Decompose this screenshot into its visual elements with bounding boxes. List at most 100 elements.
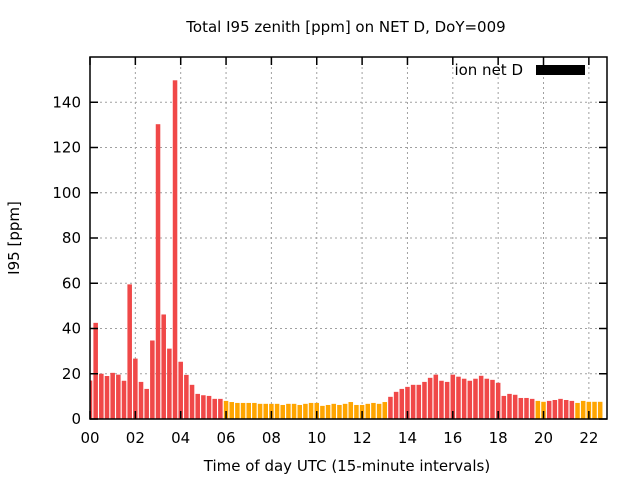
bar	[456, 376, 461, 419]
y-tick-label: 80	[62, 229, 81, 247]
bar	[240, 402, 246, 419]
bar	[586, 401, 592, 419]
legend-label: ion net D	[454, 61, 523, 79]
bar	[104, 376, 110, 419]
bar	[388, 396, 393, 419]
bar	[90, 380, 93, 419]
bar	[563, 399, 569, 419]
x-tick-label: 16	[443, 429, 462, 447]
bar	[348, 402, 354, 419]
bar	[212, 398, 217, 419]
bar	[172, 80, 178, 419]
bar	[478, 375, 484, 419]
bar	[524, 397, 529, 419]
x-tick-label: 06	[217, 429, 236, 447]
x-tick-label: 18	[489, 429, 508, 447]
bar	[99, 373, 104, 419]
y-tick-label: 0	[71, 410, 81, 428]
bar	[433, 374, 439, 419]
bar	[580, 400, 586, 419]
y-tick-label: 20	[62, 365, 81, 383]
bar	[257, 403, 263, 419]
y-tick-label: 40	[62, 320, 81, 338]
bar	[189, 384, 195, 419]
bar	[444, 381, 450, 419]
bar	[116, 374, 121, 419]
bar	[529, 398, 535, 419]
bar	[354, 404, 359, 419]
bar	[416, 384, 422, 419]
bar	[235, 402, 240, 419]
y-tick-label: 140	[52, 93, 81, 111]
bar	[331, 403, 337, 419]
bar	[365, 403, 371, 419]
bar	[495, 382, 501, 419]
bar	[161, 314, 166, 419]
bar	[405, 386, 410, 419]
bar	[144, 388, 149, 419]
bar	[218, 398, 223, 419]
bar	[291, 403, 297, 419]
bar	[280, 404, 286, 419]
bar	[167, 348, 172, 419]
x-tick-label: 08	[262, 429, 281, 447]
bar	[382, 402, 388, 419]
bar	[184, 374, 189, 419]
bar	[439, 380, 444, 419]
bar	[206, 395, 212, 419]
bar	[308, 402, 314, 419]
bar	[263, 403, 269, 419]
y-tick-label: 60	[62, 274, 81, 292]
bar	[552, 399, 558, 419]
bar	[223, 400, 229, 419]
bar	[133, 358, 138, 419]
bar	[110, 372, 115, 419]
bar	[450, 374, 456, 419]
bar	[535, 400, 541, 419]
bar	[422, 381, 427, 419]
bar	[597, 401, 603, 419]
bar	[150, 340, 155, 419]
bar	[195, 393, 200, 419]
bar	[93, 322, 98, 419]
bar	[229, 402, 234, 419]
bar	[473, 378, 478, 419]
chart-title: Total I95 zenith [ppm] on NET D, DoY=009	[185, 18, 505, 36]
x-tick-label: 12	[353, 429, 372, 447]
bar	[518, 397, 524, 419]
bar	[569, 400, 575, 419]
bar	[320, 405, 325, 419]
bar	[246, 402, 251, 419]
bar	[127, 284, 132, 419]
bar	[297, 404, 303, 419]
bar	[461, 378, 467, 419]
bar	[314, 402, 320, 419]
bar	[558, 398, 563, 419]
y-tick-label: 120	[52, 139, 81, 157]
bar	[467, 380, 473, 419]
bar	[252, 402, 257, 419]
bar	[274, 403, 280, 419]
bar	[484, 378, 490, 419]
bar	[507, 393, 512, 419]
x-tick-label: 00	[80, 429, 99, 447]
bar	[410, 384, 416, 419]
legend-swatch	[536, 65, 585, 75]
bar	[490, 379, 495, 419]
bar	[575, 402, 580, 419]
x-tick-label: 14	[398, 429, 417, 447]
bar	[592, 401, 597, 419]
bar	[427, 377, 433, 419]
x-tick-label: 22	[579, 429, 598, 447]
y-axis-label: I95 [ppm]	[5, 201, 23, 275]
bar	[371, 402, 376, 419]
bar	[178, 361, 183, 419]
bar	[325, 404, 331, 419]
bar	[121, 380, 127, 419]
x-tick-label: 10	[307, 429, 326, 447]
y-tick-label: 100	[52, 184, 81, 202]
bar	[399, 388, 405, 419]
bar	[138, 381, 144, 419]
bar	[337, 404, 342, 419]
